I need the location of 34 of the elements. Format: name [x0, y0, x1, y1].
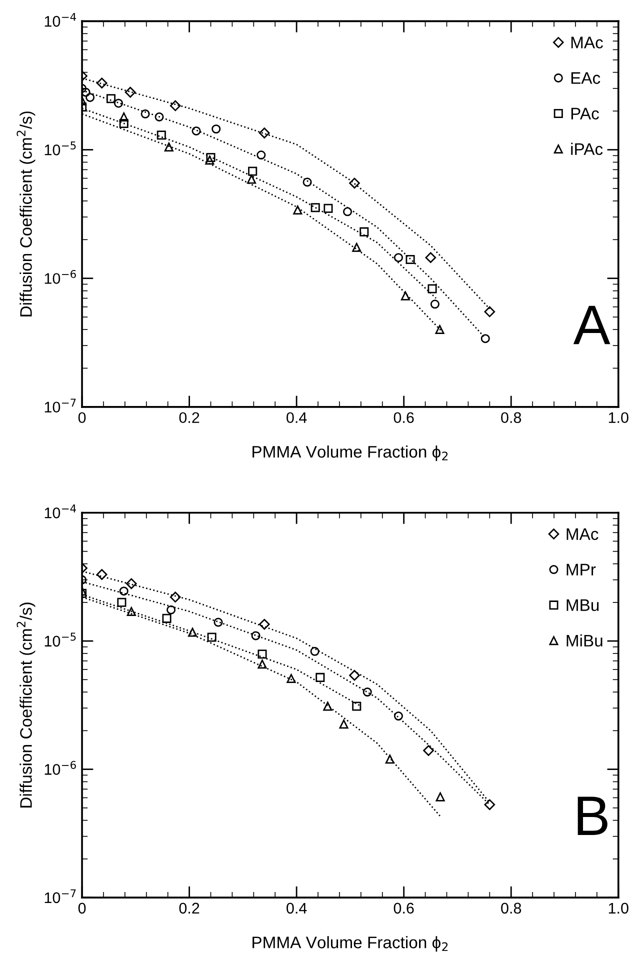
- annotation: B: [578, 796, 608, 835]
- annotation: A: [573, 306, 610, 344]
- y-axis-title: Diffusion Coefficient (cm$^{2}$/s): [16, 602, 36, 808]
- legend-label: MiBu: [566, 634, 602, 647]
- x-tick-label: 0.2: [179, 902, 200, 914]
- legend-label: iPAc: [571, 142, 603, 156]
- y-tick-label: 10$^{−6}$: [44, 270, 76, 284]
- y-tick-label: 10$^{−4}$: [44, 12, 76, 27]
- x-tick-label: 0.6: [394, 412, 414, 424]
- x-axis-title: PMMA Volume Fraction ϕ$_{2}$: [252, 445, 448, 462]
- y-tick-label: 10$^{−7}$: [44, 889, 76, 904]
- y-tick-label: 10$^{−6}$: [44, 760, 76, 775]
- legend-label: MBu: [566, 599, 599, 612]
- legend-label: MAc: [571, 36, 603, 48]
- y-axis-title: Diffusion Coefficient (cm$^{2}$/s): [16, 112, 36, 316]
- x-tick-label: 0.6: [394, 902, 414, 914]
- y-tick-label: 10$^{−4}$: [44, 504, 76, 518]
- x-tick-label: 0.4: [286, 412, 307, 424]
- x-tick-label: 0.2: [179, 412, 200, 424]
- y-tick-label: 10$^{−5}$: [44, 142, 76, 156]
- x-axis-title: PMMA Volume Fraction ϕ$_{2}$: [252, 936, 448, 952]
- legend-label: MAc: [566, 528, 598, 540]
- x-tick-label: 0: [78, 902, 86, 914]
- x-tick-label: 0.8: [501, 412, 522, 424]
- x-tick-label: 1.0: [608, 902, 628, 914]
- legend-label: EAc: [571, 72, 600, 84]
- y-tick-label: 10$^{−7}$: [44, 398, 76, 413]
- x-tick-label: 0.4: [286, 902, 307, 914]
- y-tick-label: 10$^{−5}$: [44, 632, 76, 647]
- legend-label: PAc: [571, 108, 599, 120]
- x-tick-label: 0.8: [501, 902, 522, 914]
- legend-label: MPr: [566, 564, 596, 576]
- x-tick-label: 1.0: [608, 412, 628, 424]
- x-tick-label: 0: [78, 412, 86, 424]
